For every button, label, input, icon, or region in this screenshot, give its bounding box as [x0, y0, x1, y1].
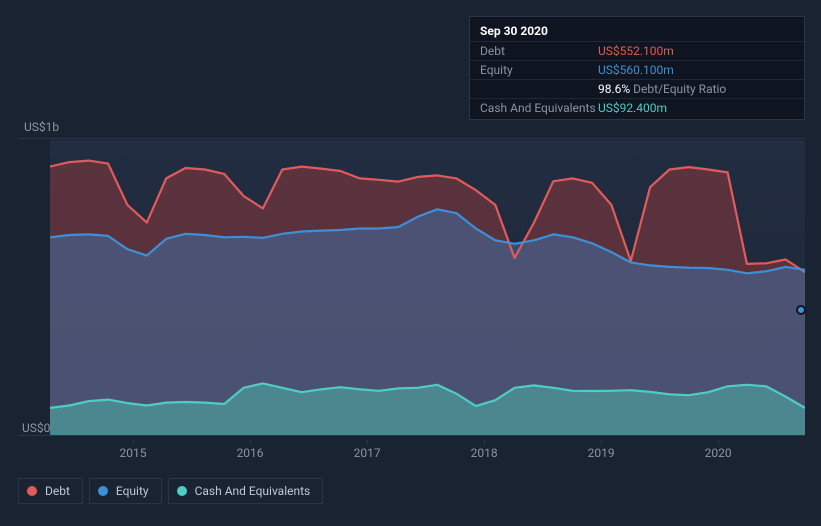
chart-svg	[50, 140, 805, 435]
tooltip-ratio-empty	[480, 81, 598, 97]
tooltip-equity-value: US$560.100m	[598, 62, 674, 78]
legend-label-debt: Debt	[45, 484, 70, 498]
legend-swatch-cash	[177, 486, 187, 496]
tooltip-row-debt: Debt US$552.100m	[470, 41, 804, 60]
y-axis-bottom-label: US$0	[22, 421, 50, 435]
legend-label-cash: Cash And Equivalents	[195, 484, 311, 498]
legend-swatch-equity	[98, 486, 108, 496]
x-tick-2018: 2018	[464, 446, 504, 460]
x-tick-2016: 2016	[230, 446, 270, 460]
x-tick-2015: 2015	[113, 446, 153, 460]
tooltip-cash-label: Cash And Equivalents	[480, 100, 598, 116]
legend-item-cash[interactable]: Cash And Equivalents	[168, 478, 324, 504]
legend-item-debt[interactable]: Debt	[18, 478, 83, 504]
tooltip-cash-value: US$92.400m	[598, 100, 667, 116]
tooltip-ratio-value: 98.6%	[598, 82, 630, 96]
gridline-top	[18, 138, 805, 139]
tooltip-row-equity: Equity US$560.100m	[470, 60, 804, 79]
tooltip-row-cash: Cash And Equivalents US$92.400m	[470, 98, 804, 117]
legend-swatch-debt	[27, 486, 37, 496]
x-tick-2019: 2019	[581, 446, 621, 460]
tooltip-ratio-label: Debt/Equity Ratio	[633, 82, 726, 96]
y-axis-top-label: US$1b	[24, 120, 59, 134]
legend-item-equity[interactable]: Equity	[89, 478, 162, 504]
chart-tooltip: Sep 30 2020 Debt US$552.100m Equity US$5…	[469, 16, 805, 120]
gridline-bottom	[18, 435, 805, 436]
cursor-marker	[796, 305, 806, 315]
tooltip-equity-label: Equity	[480, 62, 598, 78]
legend-label-equity: Equity	[116, 484, 149, 498]
tooltip-debt-label: Debt	[480, 43, 598, 59]
x-tick-2017: 2017	[347, 446, 387, 460]
tooltip-debt-value: US$552.100m	[598, 43, 674, 59]
x-tick-2020: 2020	[698, 446, 738, 460]
tooltip-date: Sep 30 2020	[470, 21, 804, 41]
x-axis: 2015 2016 2017 2018 2019 2020	[50, 440, 805, 464]
tooltip-ratio: 98.6% Debt/Equity Ratio	[598, 81, 726, 97]
tooltip-row-ratio: 98.6% Debt/Equity Ratio	[470, 79, 804, 98]
chart-legend: Debt Equity Cash And Equivalents	[18, 478, 323, 504]
